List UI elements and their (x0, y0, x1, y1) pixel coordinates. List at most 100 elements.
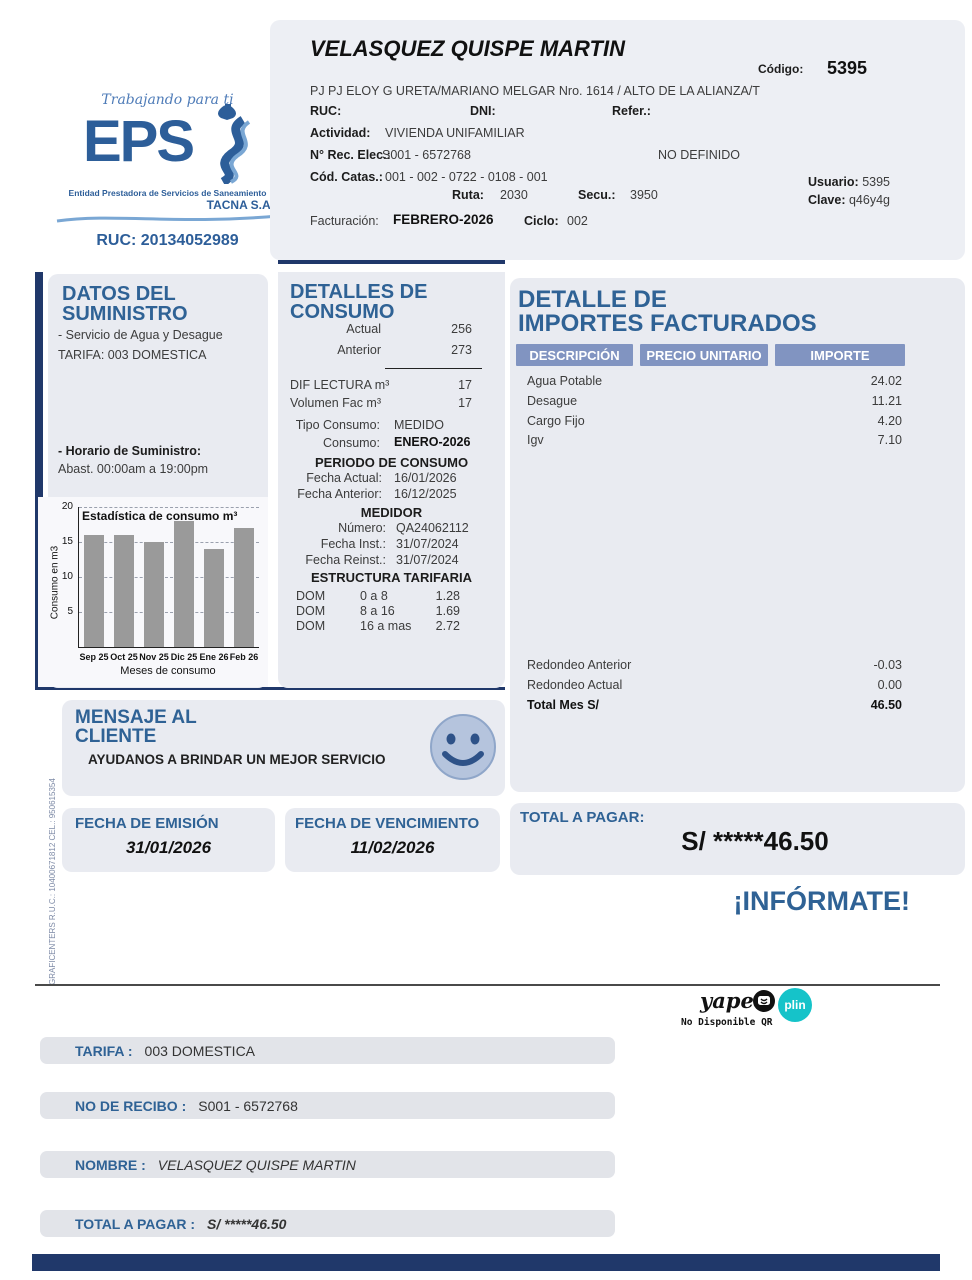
suministro-title-line2: SUMINISTRO (62, 303, 188, 326)
suministro-tarifa: TARIFA: 003 DOMESTICA (58, 348, 207, 362)
ciclo-label: Ciclo: (524, 214, 559, 228)
consumo-top-accent-line (278, 260, 505, 264)
footer-recibo-value: S001 - 6572768 (198, 1097, 298, 1114)
header-panel (270, 20, 965, 260)
usuario-row: Usuario: 5395 (700, 175, 890, 189)
importe-row-desc: Desague (527, 394, 578, 408)
dni-label: DNI: (470, 104, 496, 118)
footer-nombre-value: VELASQUEZ QUISPE MARTIN (157, 1156, 356, 1173)
clave-row: Clave: q46y4g (700, 193, 890, 207)
chart-xlabel: Meses de consumo (120, 665, 216, 677)
chart-gridline (79, 542, 259, 543)
consumo-panel (278, 272, 505, 688)
importe-row-value: 7.10 (877, 433, 902, 447)
qr-note-text: No Disponible QR (681, 1017, 773, 1028)
tarifa-row-precio: 1.28 (435, 589, 460, 603)
mensaje-body: AYUDANOS A BRINDAR UN MEJOR SERVICIO (88, 752, 386, 767)
fecha-emision-box (62, 808, 275, 872)
redondeo-actual-value: 0.00 (877, 678, 902, 692)
chart-xtick-label: Ene 26 (199, 652, 229, 662)
anterior-value: 273 (451, 343, 472, 357)
redondeo-anterior-value: -0.03 (873, 658, 903, 672)
eps-logo: Trabajando para ti EPS Entidad Prestador… (55, 92, 280, 250)
logo-ruc: RUC: 20134052989 (96, 232, 239, 249)
yape-logo-text: yape (700, 988, 754, 1013)
customer-name: VELASQUEZ QUISPE MARTIN (310, 36, 625, 61)
footer-field-recibo: NO DE RECIBO : S001 - 6572768 (40, 1092, 615, 1119)
mensaje-title: MENSAJE AL CLIENTE (75, 708, 197, 747)
total-pagar-value: S/ *****46.50 (681, 826, 829, 856)
no-definido-text: NO DEFINIDO (658, 148, 740, 162)
total-pagar-label: TOTAL A PAGAR: (520, 809, 645, 826)
footer-nombre-label: NOMBRE : (75, 1156, 146, 1173)
informate-text: ¡INFÓRMATE! (733, 886, 910, 916)
tarifa-row-tipo: DOM (296, 589, 326, 603)
consumo-title-line1: DETALLES DE (290, 281, 428, 303)
refer-label: Refer.: (612, 104, 651, 118)
actividad-value: VIVIENDA UNIFAMILIAR (385, 126, 525, 140)
fecha-anterior-label: Fecha Anterior: (297, 487, 382, 501)
left-accent-bar (35, 272, 43, 688)
medidor-title: MEDIDOR (360, 505, 423, 520)
importe-row-value: 11.21 (871, 394, 902, 408)
chart-xtick-label: Oct 25 (110, 652, 138, 662)
smiley-face-icon (430, 714, 496, 780)
chart-gridline (79, 612, 259, 613)
tarifa-row-precio: 1.69 (435, 604, 460, 618)
fecha-anterior-value: 16/12/2025 (394, 487, 457, 501)
tarifa-row-tipo: DOM (296, 619, 326, 633)
importes-title-line2: IMPORTES FACTURADOS (518, 310, 817, 338)
codigo-value: 5395 (827, 58, 868, 78)
col-header-descripcion: DESCRIPCIÓN (516, 344, 633, 366)
chart-title: Estadística de consumo m³ (82, 509, 238, 523)
tarifa-row-rango: 0 a 8 (360, 589, 388, 603)
medidor-numero-value: QA24062112 (396, 521, 469, 535)
secu-value: 3950 (630, 188, 658, 202)
importes-title: DETALLE DE IMPORTES FACTURADOS (518, 287, 817, 338)
ruc-label: RUC: (310, 104, 342, 118)
footer-tarifa-label: TARIFA : (75, 1042, 133, 1059)
section-divider-line (35, 984, 940, 986)
chart-bar (144, 542, 164, 647)
fecha-vencimiento-box (285, 808, 500, 872)
chart-ytick-label: 15 (61, 536, 73, 547)
chart-bar (234, 528, 254, 647)
plin-logo: plin (778, 988, 812, 1022)
cod-catas-value: 001 - 002 - 0722 - 0108 - 001 (385, 170, 548, 184)
actividad-label: Actividad: (310, 126, 371, 140)
volumen-label: Volumen Fac m³ (290, 396, 382, 410)
consumo-title: DETALLES DE CONSUMO (290, 282, 427, 323)
footer-navy-bar (32, 1254, 940, 1271)
mensaje-title-line2: CLIENTE (75, 726, 157, 748)
secu-label: Secu.: (578, 188, 616, 202)
suministro-title: DATOS DEL SUMINISTRO (62, 284, 188, 325)
tarifa-row-rango: 8 a 16 (360, 604, 395, 618)
horario-value: Abast. 00:00am a 19:00pm (58, 462, 209, 476)
plin-logo-text: plin (784, 998, 806, 1012)
chart-xtick-label: Nov 25 (139, 652, 169, 662)
footer-tarifa-value: 003 DOMESTICA (144, 1042, 256, 1059)
tipo-consumo-value: MEDIDO (394, 418, 444, 432)
total-pagar-box (510, 803, 965, 875)
ruta-label: Ruta: (452, 188, 484, 202)
facturacion-value: FEBRERO-2026 (393, 212, 494, 227)
dif-lectura-value: 17 (458, 378, 472, 392)
footer-total-label: TOTAL A PAGAR : (75, 1215, 196, 1232)
chart-xtick-label: Feb 26 (229, 652, 259, 662)
print-credit-text: GRAFICENTERS R.U.C.: 10400671812 CEL.: 9… (48, 778, 57, 985)
usuario-value: 5395 (862, 175, 890, 189)
tarifa-row-rango: 16 a mas (360, 619, 412, 633)
actual-label: Actual (346, 322, 381, 336)
col-header-precio-unitario: PRECIO UNITARIO (640, 344, 768, 366)
chart-ytick-label: 20 (61, 501, 73, 512)
footer-field-tarifa: TARIFA : 003 DOMESTICA (40, 1037, 615, 1064)
importe-row-desc: Agua Potable (527, 374, 603, 388)
importe-row-value: 4.20 (877, 414, 902, 428)
importe-row-value: 24.02 (870, 374, 902, 388)
footer-field-nombre: NOMBRE : VELASQUEZ QUISPE MARTIN (40, 1151, 615, 1178)
chart-plot-area: 5 10 15 20 Sep 25 Oct 25 Nov 25 Dic 25 Ene 26 Feb… (62, 501, 259, 662)
fecha-emision-label: FECHA DE EMISIÓN (75, 815, 219, 832)
chart-xtick-label: Sep 25 (79, 652, 109, 662)
fecha-vencimiento-label: FECHA DE VENCIMIENTO (295, 815, 480, 832)
